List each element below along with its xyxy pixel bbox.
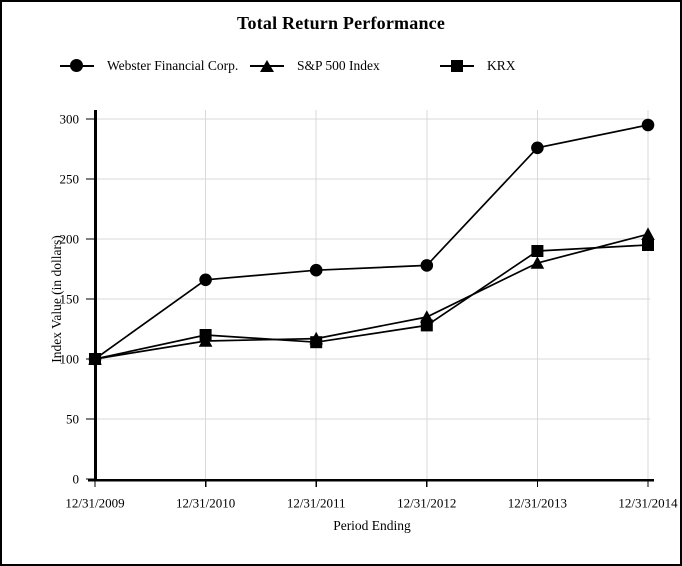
y-tick-label: 200 [60,232,80,247]
triangle-icon [260,60,274,72]
series-line-krx [94,244,649,360]
legend-item-webster-financial-corp: Webster Financial Corp. [60,58,238,74]
y-tick-label: 0 [73,472,80,487]
triangle-series-marker-icon [250,59,284,73]
chart-title: Total Return Performance [236,13,446,33]
data-point-circle [531,141,544,155]
data-point-square [642,239,654,251]
data-point-circle [641,118,655,132]
y-tick-label: 100 [60,352,80,367]
data-point-triangle [641,227,655,240]
data-point-square [531,245,544,257]
x-tick-label: 12/31/2012 [397,496,456,511]
circle-series-marker-icon [60,59,94,73]
y-tick-label: 250 [60,172,80,187]
data-point-square [199,329,212,341]
x-tick-label: 12/31/2014 [618,496,678,511]
x-tick-label: 12/31/2011 [287,496,346,511]
data-point-square [310,336,323,349]
data-point-square [89,353,101,365]
data-point-square [420,319,433,332]
y-axis-title: Index Value (in dollars) [49,235,64,363]
chart-legend: Webster Financial Corp. S&P 500 Index KR… [0,58,682,74]
circle-icon [70,59,83,72]
square-series-marker-icon [440,59,474,73]
series-line-s-p-500-index [94,233,649,360]
x-tick-label: 12/31/2009 [65,496,124,511]
data-point-circle [199,273,212,287]
y-tick-label: 50 [66,412,79,427]
legend-label-krx: KRX [487,58,516,73]
data-point-circle [309,263,323,277]
square-icon [451,60,463,72]
x-tick-label: 12/31/2010 [176,496,235,511]
y-tick-label: 300 [60,112,80,127]
data-point-triangle [530,256,545,269]
x-axis-title: Period Ending [333,518,411,533]
legend-item-sp-500-index: S&P 500 Index [250,58,380,74]
data-point-circle [420,259,434,272]
y-tick-label: 150 [60,292,80,307]
legend-item-krx: KRX [440,58,516,74]
legend-label-sp-500-index: S&P 500 Index [297,58,380,73]
x-tick-label: 12/31/2013 [508,496,567,511]
series-line-webster-financial-corp- [94,124,649,360]
legend-label-webster-financial-corp: Webster Financial Corp. [107,58,239,73]
